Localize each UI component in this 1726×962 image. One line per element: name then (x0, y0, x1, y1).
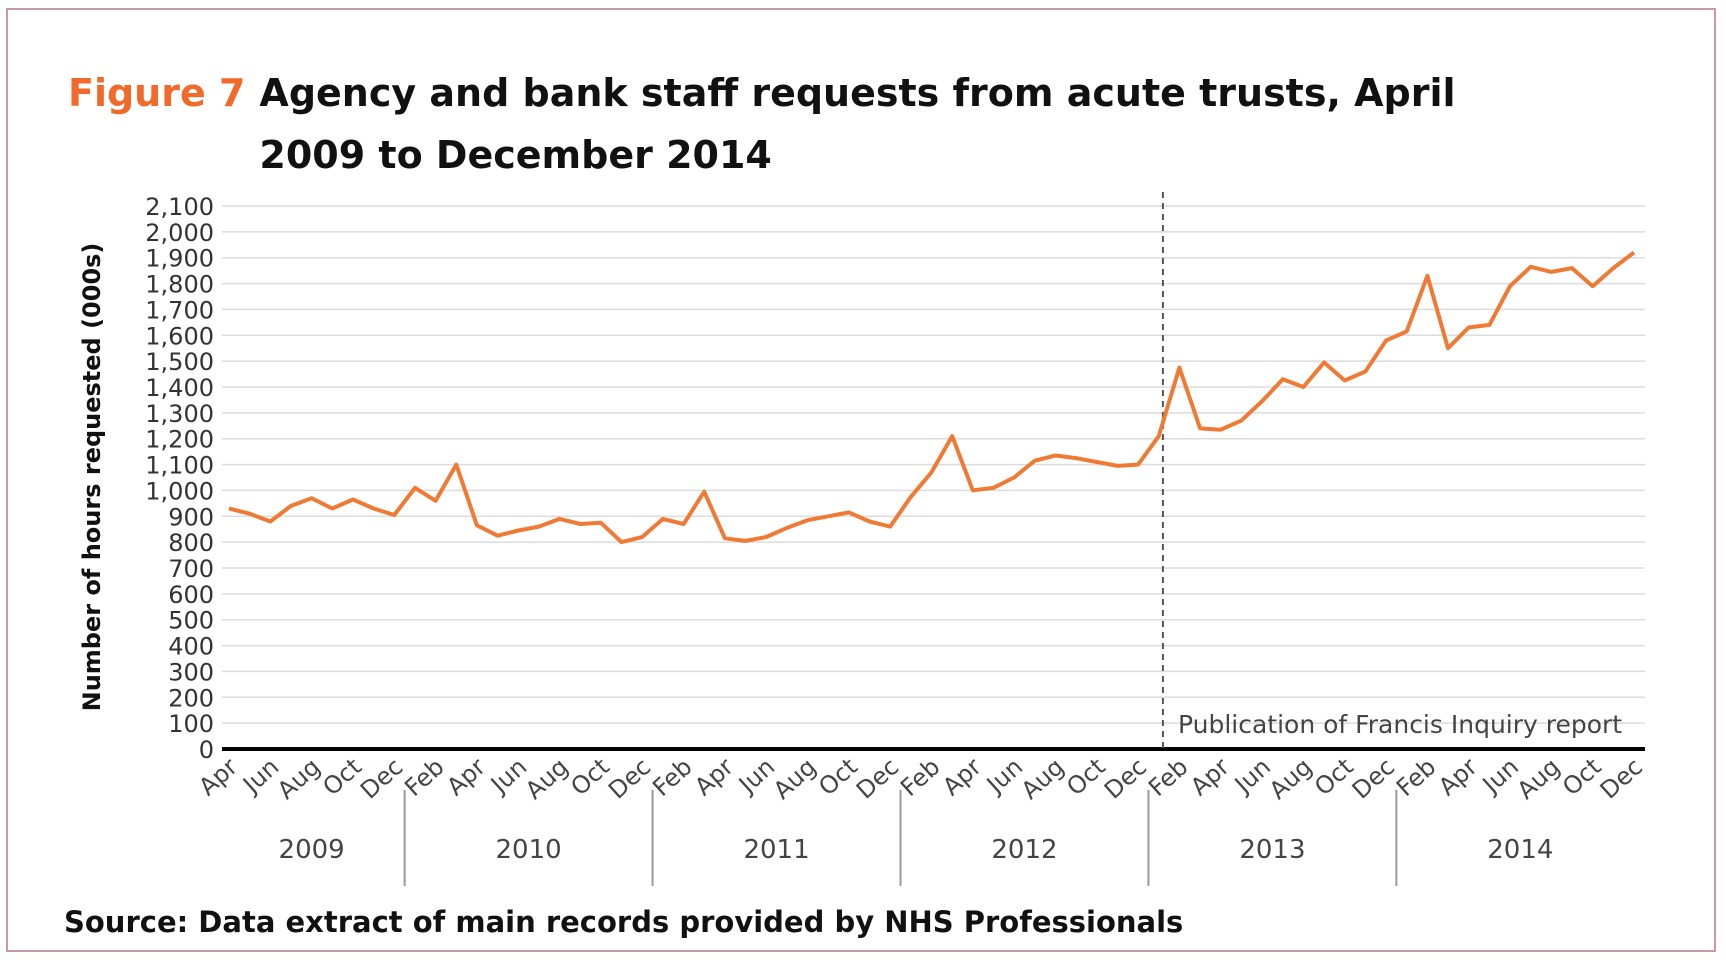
y-tick-label: 700 (168, 555, 214, 583)
x-tick-label: Apr (689, 753, 739, 802)
x-tick-label: Jun (1476, 753, 1524, 800)
source: Source: Data extract of main records pro… (64, 905, 1184, 939)
x-tick-label: Dec (355, 753, 408, 805)
y-tick-label: 200 (168, 684, 214, 712)
x-tick-label: Oct (1557, 753, 1607, 802)
x-tick-label: Feb (647, 753, 697, 802)
x-tick-label: Dec (1595, 753, 1648, 805)
x-tick-label: Apr (441, 753, 491, 802)
x-tick-label: Aug (1512, 753, 1566, 805)
y-tick-label: 900 (168, 503, 214, 531)
y-tick-label: 1,200 (145, 426, 214, 454)
x-tick-label: Apr (937, 753, 987, 802)
x-tick-label: Dec (1099, 753, 1152, 805)
year-label: 2011 (743, 835, 809, 865)
y-tick-label: 400 (168, 633, 214, 661)
y-axis-label: Number of hours requested (000s) (78, 243, 106, 712)
year-label: 2014 (1487, 835, 1553, 865)
x-tick-label: Oct (1309, 753, 1359, 802)
x-tick-label: Oct (813, 753, 863, 802)
y-tick-label: 100 (168, 710, 214, 738)
x-tick-label: Feb (1143, 753, 1193, 802)
x-tick-label: Aug (272, 753, 326, 805)
y-tick-label: 300 (168, 658, 214, 686)
annotation: Publication of Francis Inquiry report (1178, 710, 1622, 739)
y-tick-label: 1,400 (145, 374, 214, 402)
x-tick-label: Aug (768, 753, 822, 805)
x-tick-label: Jun (980, 753, 1028, 800)
x-tick-label: Oct (317, 753, 367, 802)
y-tick-label: 1,500 (145, 348, 214, 376)
figure-label: Figure 7 (68, 71, 246, 115)
y-tick-label: 1,900 (145, 245, 214, 273)
x-tick-label: Apr (1185, 753, 1235, 802)
x-tick-label: Jun (732, 753, 780, 800)
x-tick-label: Jun (484, 753, 532, 800)
data-line (228, 250, 1636, 545)
x-tick-label: Dec (1347, 753, 1400, 805)
y-tick-label: 1,700 (145, 296, 214, 324)
y-tick-label: 1,100 (145, 452, 214, 480)
y-tick-label: 1,800 (145, 271, 214, 299)
year-label: 2009 (279, 835, 345, 865)
year-label: 2013 (1239, 835, 1305, 865)
y-tick-label: 1,600 (145, 322, 214, 350)
y-tick-label: 2,000 (145, 219, 214, 247)
x-tick-label: Feb (399, 753, 449, 802)
y-tick-label: 0 (199, 736, 214, 764)
x-tick-label: Feb (1391, 753, 1441, 802)
y-tick-label: 600 (168, 581, 214, 609)
y-tick-label: 800 (168, 529, 214, 557)
x-tick-label: Apr (1433, 753, 1483, 802)
y-tick-label: 1,300 (145, 400, 214, 428)
year-label: 2012 (991, 835, 1057, 865)
x-tick-label: Jun (1228, 753, 1276, 800)
frame (6, 8, 1716, 952)
chart-title: Agency and bank staff requests from acut… (259, 71, 1456, 177)
x-tick-label: Dec (851, 753, 904, 805)
x-tick-label: Aug (520, 753, 574, 805)
x-tick-label: Oct (1061, 753, 1111, 802)
y-tick-label: 500 (168, 607, 214, 635)
x-tick-label: Aug (1264, 753, 1318, 805)
x-tick-label: Aug (1016, 753, 1070, 805)
title-block: Figure 7 Agency and bank staff requests … (68, 62, 1568, 186)
y-tick-label: 2,100 (145, 193, 214, 221)
x-tick-label: Jun (236, 753, 284, 800)
year-label: 2010 (496, 835, 562, 865)
x-tick-label: Dec (603, 753, 656, 805)
x-tick-label: Feb (895, 753, 945, 802)
x-tick-label: Oct (565, 753, 615, 802)
y-tick-label: 1,000 (145, 477, 214, 505)
